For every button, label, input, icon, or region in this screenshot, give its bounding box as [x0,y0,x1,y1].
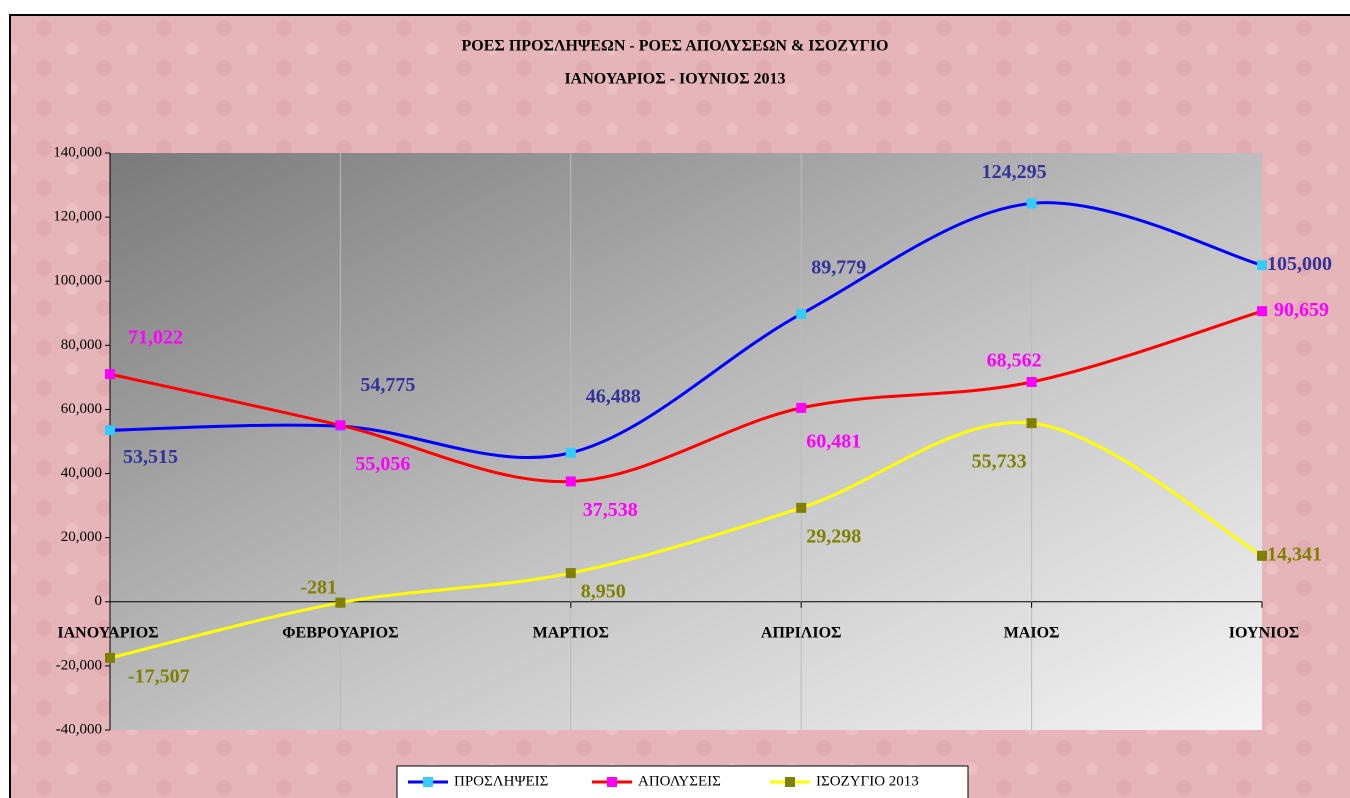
chart-title: ΡΟΕΣ ΠΡΟΣΛΗΨΕΩΝ - ΡΟΕΣ ΑΠΟΛΥΣΕΩΝ & ΙΣΟΖΥ… [462,38,889,55]
x-tick-label: ΑΠΡΙΛΙΟΣ [761,624,842,641]
data-label: 68,562 [987,350,1042,372]
y-tick-label: 0 [95,593,103,609]
marker [565,476,576,487]
data-label: 124,295 [982,161,1047,183]
marker [796,502,807,513]
legend-marker [785,777,795,787]
legend-marker [423,777,433,787]
marker [105,652,115,663]
y-tick-label: 120,000 [53,209,102,225]
chart-subtitle: ΙΑΝΟΥΑΡΙΟΣ - ΙΟΥΝΙΟΣ 2013 [564,71,785,88]
series-line [109,309,1263,483]
y-tick-label: 80,000 [61,337,102,353]
x-tick-label: ΜΑΡΤΙΟΣ [533,624,609,641]
data-label: 90,659 [1274,299,1329,321]
legend-label: ΑΠΟΛΥΣΕΙΣ [638,773,721,789]
x-tick-label: ΙΟΥΝΙΟΣ [1229,624,1300,641]
x-tick-label: ΙΑΝΟΥΑΡΙΟΣ [57,624,158,641]
y-tick-label: 60,000 [61,401,102,417]
marker [1257,260,1267,271]
data-label: 55,056 [355,453,410,475]
marker [1257,550,1267,561]
legend-label: ΙΣΟΖΥΓΙΟ 2013 [816,773,919,789]
legend-label: ΠΡΟΣΛΗΨΕΙΣ [454,773,548,789]
marker [1026,198,1037,209]
y-tick-label: 40,000 [61,465,102,481]
legend-marker [607,777,617,787]
legend [396,765,969,798]
marker [565,447,576,458]
y-tick-label: -20,000 [56,657,102,673]
data-label: 54,775 [360,374,415,396]
marker [335,597,346,608]
data-label: 37,538 [583,499,638,521]
marker [105,369,115,380]
marker [105,425,115,436]
marker [565,568,576,579]
marker [796,402,807,413]
y-tick-label: 20,000 [61,529,102,545]
marker [796,308,807,319]
series-line [109,420,1263,660]
x-tick-label: ΦΕΒΡΟΥΑΡΙΟΣ [282,624,398,641]
x-tick-label: ΜΑΙΟΣ [1004,624,1060,641]
marker [1257,306,1267,317]
data-label: 55,733 [972,451,1027,473]
data-label: 53,515 [123,446,178,468]
data-label: -281 [300,576,337,598]
data-label: 105,000 [1267,253,1332,275]
marker [1026,418,1037,429]
y-tick-label: -40,000 [56,721,102,737]
y-tick-label: 140,000 [53,144,102,160]
data-label: 89,779 [811,257,866,279]
data-label: -17,507 [128,665,190,687]
y-tick-label: 100,000 [53,273,102,289]
marker [1026,376,1037,387]
plot-area [110,153,1262,730]
data-label: 46,488 [586,385,641,407]
data-label: 8,950 [581,581,626,603]
data-label: 71,022 [128,327,183,349]
marker [335,420,346,431]
data-label: 14,341 [1267,543,1322,565]
data-label: 29,298 [806,525,861,547]
data-label: 60,481 [806,430,861,452]
series-line [109,201,1263,460]
